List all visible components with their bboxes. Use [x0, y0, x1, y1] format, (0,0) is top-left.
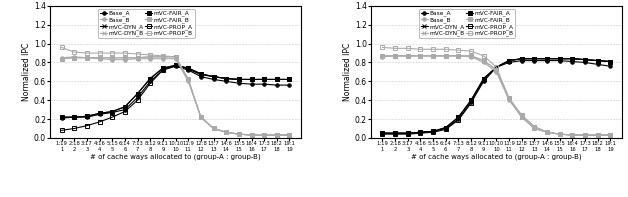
- Y-axis label: Normalized IPC: Normalized IPC: [22, 43, 31, 101]
- Legend: Base_A, Base_B, mVC-DYN_A, mVC-DYN_B, mVC-FAIR_A, mVC-FAIR_B, mVC-PROP_A, mVC-PR: Base_A, Base_B, mVC-DYN_A, mVC-DYN_B, mV…: [98, 9, 195, 38]
- X-axis label: # of cache ways allocated to (group-A : group-B): # of cache ways allocated to (group-A : …: [90, 153, 261, 160]
- Y-axis label: Normalized IPC: Normalized IPC: [343, 43, 352, 101]
- Legend: Base_A, Base_B, mVC-DYN_A, mVC-DYN_B, mVC-FAIR_A, mVC-FAIR_B, mVC-PROP_A, mVC-PR: Base_A, Base_B, mVC-DYN_A, mVC-DYN_B, mV…: [419, 9, 516, 38]
- X-axis label: # of cache ways allocated to (group-A : group-B): # of cache ways allocated to (group-A : …: [411, 153, 582, 160]
